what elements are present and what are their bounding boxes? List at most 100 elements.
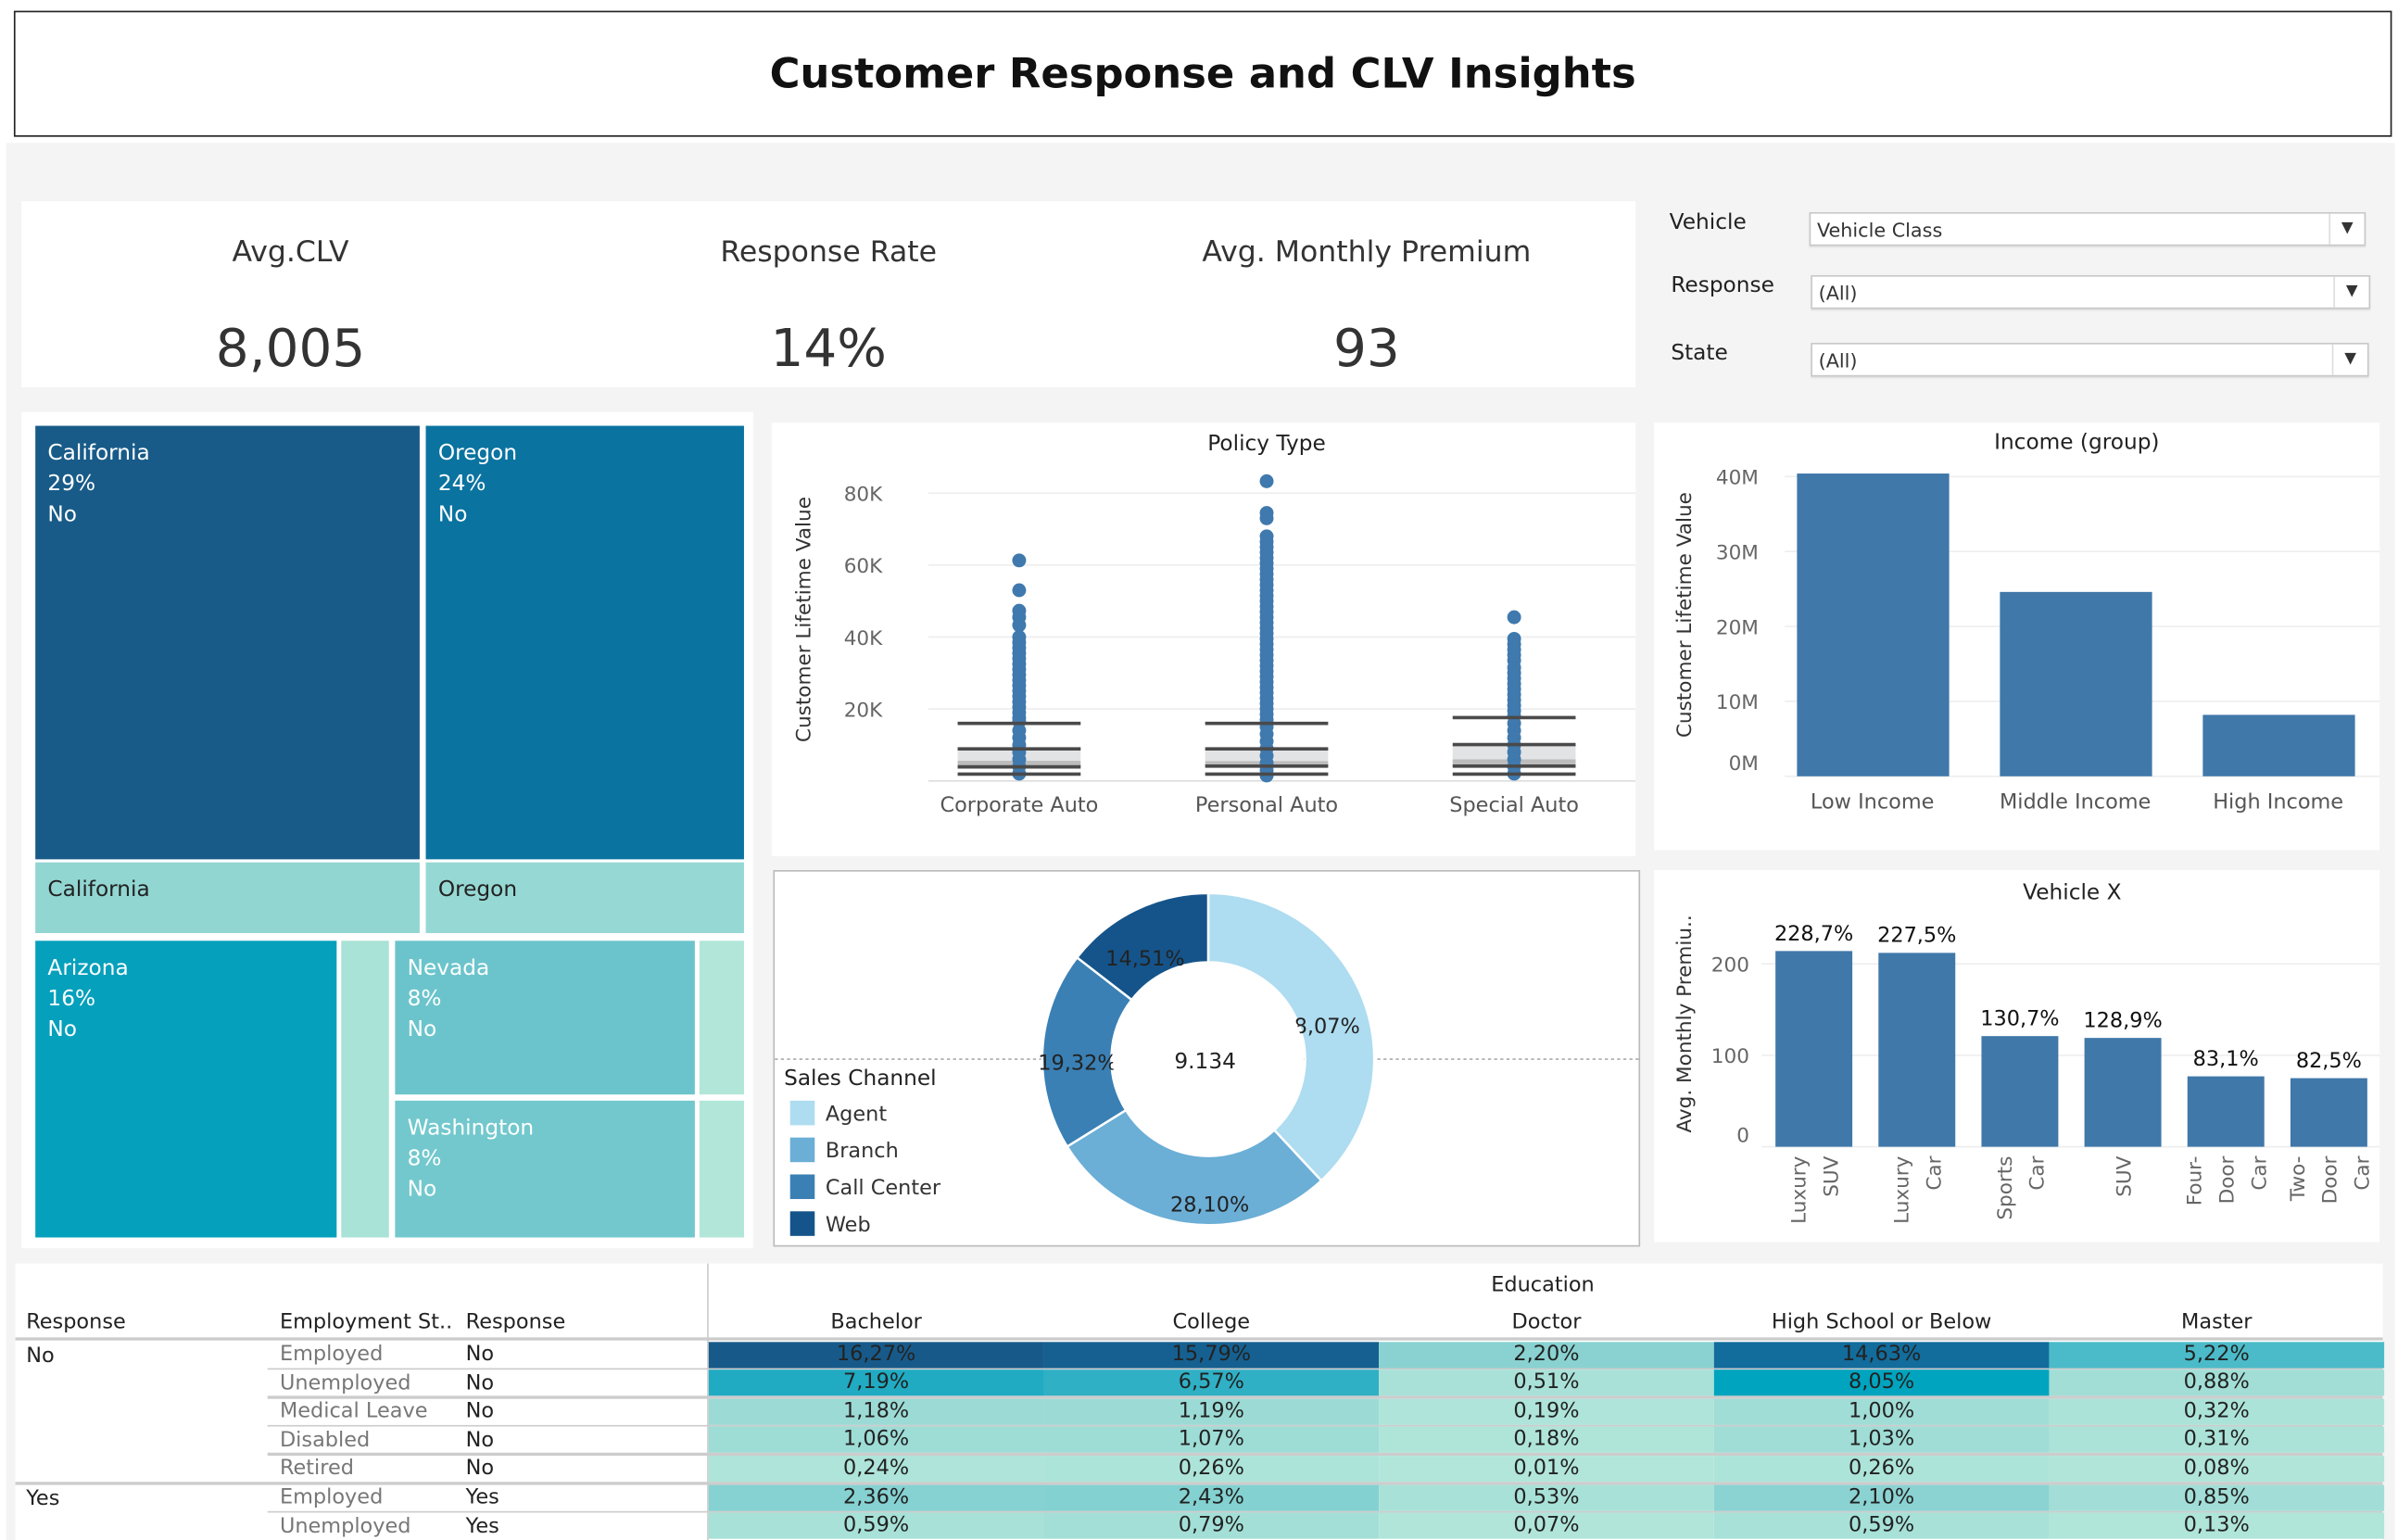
state-dropdown[interactable]: (All) ▼ (1811, 342, 2369, 377)
response-label: No (465, 1427, 495, 1453)
column-divider (707, 1263, 709, 1540)
treemap-tile-washington: Washington 8% No (395, 1100, 695, 1238)
row-header: Employment St.. (279, 1309, 453, 1335)
heatmap-cell: 15,79% (1043, 1341, 1380, 1368)
x-tick-label: Door (2216, 1155, 2240, 1204)
heatmap-cell: 0,31% (2049, 1427, 2385, 1454)
row-divider (267, 1395, 2383, 1399)
outlier-point (1012, 618, 1027, 633)
x-tick-label: Car (2026, 1155, 2050, 1190)
chart-title: Income (group) (1994, 429, 2159, 454)
x-tick-label: High Income (2213, 790, 2343, 814)
vehicle-bar-panel: Vehicle X Avg. Monthly Premiu.. 0 100 200 228… (1654, 869, 2380, 1243)
heatmap-cell: 1,18% (708, 1398, 1044, 1425)
legend-swatch (789, 1137, 815, 1163)
outlier-point (1012, 583, 1027, 598)
income-bar (1797, 473, 1950, 776)
heatmap-cell: 0,51% (1379, 1370, 1714, 1396)
chevron-down-icon[interactable]: ▼ (2329, 213, 2364, 245)
header-divider (15, 1337, 2383, 1341)
bar-data-label: 228,7% (1774, 922, 1853, 946)
legend-label: Agent (826, 1102, 887, 1126)
heatmap-cell: 8,05% (1713, 1370, 2050, 1396)
legend-title: Sales Channel (784, 1066, 937, 1091)
response-dropdown[interactable]: (All) ▼ (1811, 274, 2371, 309)
tile-state: Nevada (407, 955, 490, 981)
column-header: Bachelor (830, 1309, 922, 1335)
vehicle-bar (1981, 1036, 2059, 1147)
employment-status-label: Employed (279, 1342, 384, 1367)
column-header: College (1172, 1309, 1251, 1335)
kpi-label: Response Rate (720, 234, 938, 270)
heatmap-cell: 0,01% (1379, 1455, 1714, 1483)
heatmap-cell: 2,10% (1713, 1483, 2050, 1510)
tile-state: California (47, 877, 150, 903)
heatmap-cell: 0,08% (2049, 1455, 2385, 1483)
donut-slice-web (1075, 891, 1210, 1002)
tile-pct: 24% (437, 472, 486, 497)
y-tick-label: 10M (1716, 691, 1759, 714)
response-label: No (26, 1343, 55, 1369)
heatmap-cell: 0,59% (708, 1512, 1044, 1539)
sales-channel-donut-panel: 38,07% 28,10% 19,32% 14,51% 9.134 Sales Chann… (773, 869, 1641, 1247)
donut-slice-call-center (1041, 955, 1134, 1149)
heatmap-cell: 1,19% (1043, 1398, 1380, 1425)
vehicle-bar (2084, 1038, 2162, 1147)
x-tick-label: Sports (1994, 1156, 2017, 1220)
column-header: Doctor (1511, 1309, 1582, 1335)
row-header: Response (26, 1309, 126, 1335)
x-tick-label: Special Auto (1449, 793, 1579, 817)
response-label: No (465, 1342, 495, 1367)
y-tick-label: 20M (1716, 616, 1759, 639)
y-tick-label: 0 (1736, 1125, 1749, 1148)
employment-status-label: Unemployed (279, 1513, 411, 1538)
tile-pct: 8% (407, 1146, 442, 1172)
employment-status-label: Unemployed (279, 1370, 411, 1395)
legend-label: Branch (826, 1139, 899, 1163)
treemap-tile-california: California 29% No (35, 425, 420, 860)
vehicle-bar (1775, 951, 1853, 1147)
tile-pct: 16% (47, 987, 96, 1012)
outlier-point (1259, 473, 1274, 488)
tile-pct: 8% (407, 987, 442, 1012)
employment-status-label: Retired (279, 1456, 355, 1482)
x-tick-label: Personal Auto (1195, 793, 1338, 817)
y-tick-label: 40K (844, 627, 883, 650)
tile-response: No (47, 502, 78, 528)
heatmap-cell: 2,43% (1043, 1483, 1380, 1510)
y-tick-label: 40M (1716, 467, 1759, 490)
heatmap-cell: 5,22% (2049, 1341, 2385, 1368)
response-label: Yes (465, 1513, 499, 1538)
treemap-tile-oregon: Oregon (425, 862, 744, 934)
row-divider (267, 1510, 2383, 1513)
vehicle-dropdown[interactable]: Vehicle Class ▼ (1809, 211, 2366, 246)
response-label: No (465, 1456, 495, 1482)
slice-label: 28,10% (1170, 1193, 1249, 1217)
heatmap-cell: 0,19% (1379, 1398, 1714, 1425)
vehicle-bar (2187, 1076, 2265, 1147)
response-label: Yes (465, 1484, 499, 1510)
row-divider (267, 1424, 2383, 1428)
heatmap-cell: 0,13% (2049, 1512, 2385, 1539)
chart-title: Policy Type (1207, 431, 1326, 456)
x-tick-label: SUV (2113, 1155, 2136, 1196)
tile-pct: 29% (47, 472, 96, 497)
donut-hole (1113, 964, 1304, 1155)
chevron-down-icon[interactable]: ▼ (2331, 344, 2367, 375)
y-tick-label: 20K (844, 699, 883, 722)
chevron-down-icon[interactable]: ▼ (2333, 276, 2368, 308)
treemap-tile-oregon: Oregon 24% No (425, 425, 744, 860)
heatmap-cell: 14,63% (1713, 1341, 2050, 1368)
treemap-tile-other (699, 940, 744, 1095)
treemap-tile-other (341, 940, 389, 1238)
vehicle-class-bar-chart: Vehicle X Avg. Monthly Premiu.. 0 100 200 228… (1673, 880, 2380, 1224)
y-tick-label: 0M (1729, 752, 1759, 776)
column-header: High School or Below (1771, 1309, 1992, 1335)
heatmap-cell: 7,19% (708, 1370, 1044, 1396)
heatmap-cell: 16,27% (708, 1341, 1044, 1368)
kpi-value: 8,005 (215, 318, 366, 380)
tile-state: Oregon (437, 877, 518, 903)
education-crosstab: Education Response Employment St.. Response… (15, 1263, 2385, 1540)
legend-label: Web (826, 1213, 871, 1237)
response-label: Yes (26, 1486, 60, 1511)
